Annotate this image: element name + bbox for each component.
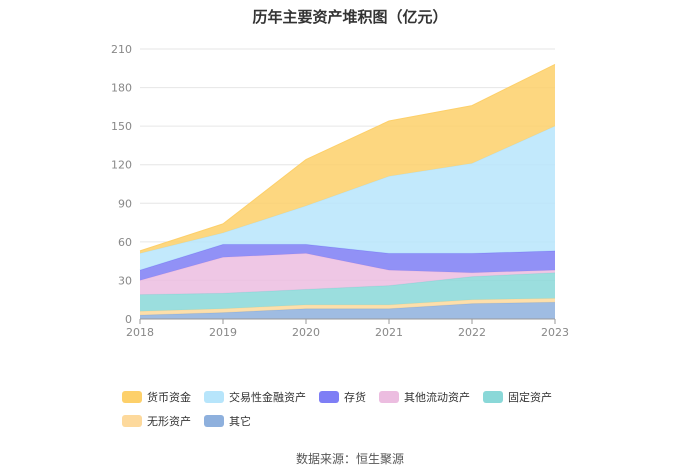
stacked-areas: [139, 63, 556, 319]
legend-label: 固定资产: [508, 391, 552, 404]
y-tick-label: 150: [111, 120, 132, 133]
area-无形资产: [140, 298, 555, 316]
x-tick-label: 2018: [126, 326, 154, 339]
y-tick-label: 180: [111, 82, 132, 95]
y-tick-label: 120: [111, 159, 132, 172]
legend-swatch: [319, 391, 339, 403]
legend-swatch: [122, 391, 142, 403]
legend: 货币资金 交易性金融资产 存货 其他流动资产 固定资产无形资产 其它: [122, 388, 602, 436]
legend-item-其它[interactable]: 其它: [204, 414, 251, 428]
x-tick-label: 2022: [458, 326, 486, 339]
legend-swatch: [122, 415, 142, 427]
legend-item-存货[interactable]: 存货: [319, 390, 366, 404]
legend-label: 其他流动资产: [404, 391, 470, 404]
legend-label: 交易性金融资产: [229, 391, 306, 404]
legend-item-交易性金融资产[interactable]: 交易性金融资产: [204, 390, 306, 404]
legend-swatch: [379, 391, 399, 403]
area-交易性金融资产: [140, 126, 555, 271]
x-tick-label: 2020: [292, 326, 320, 339]
x-tick-label: 2023: [541, 326, 569, 339]
chart: 0 30 60 90 120 150 180 210 2018 2019 2020 2021 2022…: [111, 43, 569, 339]
y-tick-label: 210: [111, 43, 132, 56]
area-货币资金: [140, 64, 555, 254]
legend-item-其他流动资产[interactable]: 其他流动资产: [379, 390, 470, 404]
legend-swatch: [204, 415, 224, 427]
x-tick-label: 2019: [209, 326, 237, 339]
legend-label: 货币资金: [147, 391, 191, 404]
y-tick-label: 60: [118, 236, 132, 249]
legend-label: 无形资产: [147, 415, 191, 428]
x-axis: 2018 2019 2020 2021 2022 2023: [126, 318, 569, 339]
y-tick-label: 0: [125, 313, 132, 326]
area-其它: [140, 302, 555, 319]
chart-title: 历年主要资产堆积图（亿元）: [252, 8, 448, 26]
line-交易性金融资产: [139, 125, 556, 254]
legend-item-固定资产[interactable]: 固定资产: [483, 390, 552, 404]
line-货币资金: [139, 63, 556, 252]
data-source: 数据来源：恒生聚源: [295, 452, 404, 466]
y-tick-label: 90: [118, 197, 132, 210]
area-其他流动资产: [140, 253, 555, 295]
y-tick-label: 30: [118, 274, 132, 287]
legend-swatch: [483, 391, 503, 403]
x-tick-label: 2021: [375, 326, 403, 339]
legend-swatch: [204, 391, 224, 403]
legend-label: 存货: [344, 391, 366, 404]
legend-item-货币资金[interactable]: 货币资金: [122, 390, 191, 404]
legend-item-无形资产[interactable]: 无形资产: [122, 414, 191, 428]
area-固定资产: [140, 272, 555, 312]
y-axis-ticks: 0 30 60 90 120 150 180 210: [111, 43, 132, 326]
legend-label: 其它: [229, 415, 251, 428]
